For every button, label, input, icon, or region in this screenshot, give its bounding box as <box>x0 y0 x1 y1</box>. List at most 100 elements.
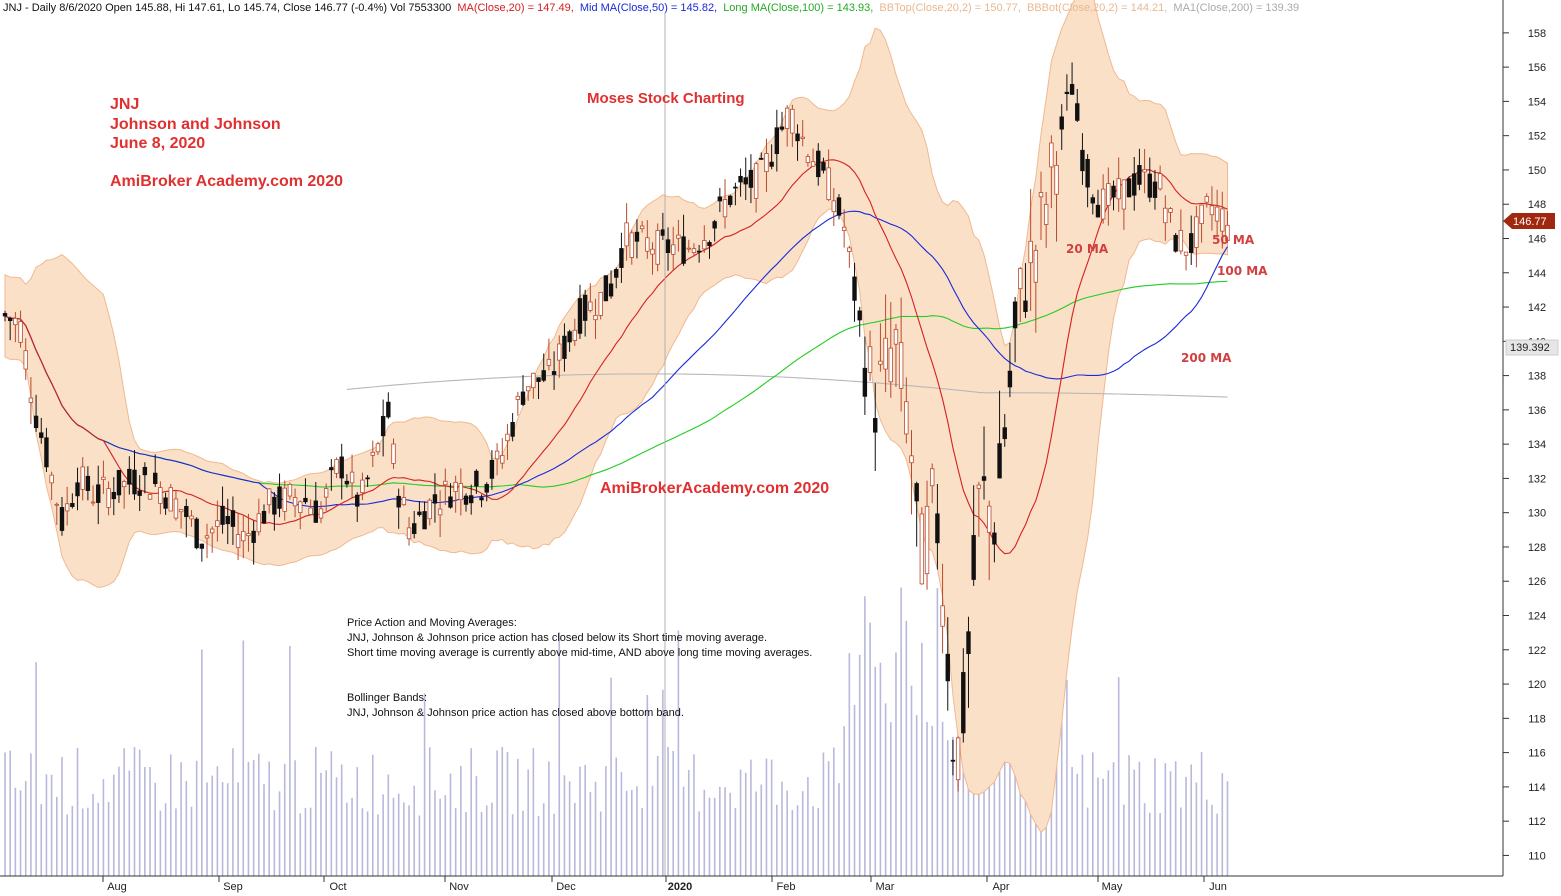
candle-body <box>981 476 987 481</box>
candle-body <box>365 477 370 480</box>
candle-body <box>443 480 448 486</box>
candle-body <box>189 515 194 520</box>
candle-body <box>852 276 857 301</box>
candle-body <box>696 250 702 253</box>
header-ma200: MA1(Close,200) = 139.39 <box>1173 2 1299 14</box>
y-tick-label: 132 <box>1528 473 1546 485</box>
candle-body <box>769 161 774 167</box>
candle-body <box>847 247 852 252</box>
candle-body <box>878 360 883 365</box>
candle-body <box>28 397 34 403</box>
candle-body <box>603 275 609 302</box>
candle-body <box>1018 268 1023 290</box>
candle-body <box>1121 179 1127 210</box>
candle-body <box>18 321 23 343</box>
candle-body <box>955 737 961 781</box>
candle-body <box>1007 370 1013 388</box>
candle-body <box>344 480 350 485</box>
candle-body <box>546 358 552 366</box>
candle-body <box>1038 192 1044 198</box>
y-tick-label: 144 <box>1528 268 1546 280</box>
candle-body <box>292 497 298 507</box>
candle-body <box>463 495 469 505</box>
y-tick-label: 158 <box>1528 28 1546 40</box>
candle-body <box>220 505 225 525</box>
candle-body <box>153 472 158 485</box>
y-tick-label: 114 <box>1528 782 1546 794</box>
candle-body <box>1085 159 1090 188</box>
ma200-price-tag: 139.392 <box>1505 339 1559 356</box>
candle-body <box>665 239 671 253</box>
candle-body <box>717 196 723 202</box>
candle-body <box>645 237 650 252</box>
candle-body <box>1028 240 1033 264</box>
candle-body <box>75 482 80 497</box>
candle-body <box>334 459 339 474</box>
candle-body <box>582 294 588 321</box>
candle-body <box>401 497 407 506</box>
candle-body <box>614 269 619 278</box>
candle-body <box>1157 173 1163 190</box>
candle-body <box>101 476 106 480</box>
candle-body <box>608 283 614 297</box>
candle-body <box>1069 84 1075 95</box>
candle-body <box>33 415 39 429</box>
candle-body <box>49 474 54 484</box>
candle-body <box>1178 230 1184 252</box>
note-price-action-title: Price Action and Moving Averages: <box>347 617 517 629</box>
candle-body <box>209 528 215 534</box>
candle-body <box>650 248 655 255</box>
candle-body <box>360 479 365 494</box>
candle-body <box>1225 224 1230 241</box>
annotation-brand-mid: AmiBrokerAcademy.com 2020 <box>600 480 829 497</box>
candle-body <box>572 329 577 342</box>
x-tick-label: Jun <box>1209 881 1227 893</box>
candle-body <box>1043 204 1049 225</box>
candle-body <box>349 471 355 484</box>
candle-body <box>966 631 971 655</box>
candle-body <box>80 466 85 490</box>
header-bbtop: BBTop(Close,20,2) = 150.77, <box>879 2 1021 14</box>
candle-body <box>230 510 236 527</box>
candle-body <box>90 501 96 504</box>
candle-body <box>96 484 101 503</box>
candle-body <box>303 497 308 503</box>
candle-body <box>961 672 966 734</box>
candle-body <box>1111 185 1116 198</box>
note-bollinger-title: Bollinger Bands: <box>347 692 427 704</box>
x-tick-label: Sep <box>223 881 243 893</box>
candle-body <box>215 520 220 527</box>
candle-body <box>976 484 982 489</box>
candle-body <box>127 468 132 485</box>
candle-body <box>893 329 899 345</box>
label-20-ma: 20 MA <box>1066 242 1109 256</box>
header-bbbot: BBBot(Close,20,2) = 144.21, <box>1027 2 1167 14</box>
candle-body <box>1023 300 1028 312</box>
candle-body <box>945 653 950 682</box>
y-tick-label: 122 <box>1528 645 1546 657</box>
candle-body <box>629 232 634 258</box>
header-prefix: JNJ - Daily 8/6/2020 Open 145.88, Hi 147… <box>3 2 451 14</box>
candle-body <box>116 469 122 496</box>
annotation-brand-top: AmiBroker Academy.com 2020 <box>110 173 343 190</box>
candle-body <box>106 488 111 508</box>
chart-header: JNJ - Daily 8/6/2020 Open 145.88, Hi 147… <box>3 2 1299 14</box>
candle-body <box>111 491 116 500</box>
candle-body <box>1116 178 1121 200</box>
candle-body <box>873 417 878 433</box>
candle-body <box>634 231 640 242</box>
candle-body <box>256 513 262 533</box>
candle-body <box>1204 196 1209 203</box>
candle-body <box>588 301 593 311</box>
x-tick-label: Feb <box>777 881 796 893</box>
candle-body <box>841 226 847 232</box>
ma200-line <box>346 373 1228 398</box>
candle-body <box>355 494 360 507</box>
candle-body <box>510 422 515 437</box>
candle-body <box>1147 173 1152 198</box>
candle-body <box>639 225 645 230</box>
candle-body <box>494 450 500 460</box>
candle-body <box>557 343 562 361</box>
candle-body <box>391 443 396 464</box>
